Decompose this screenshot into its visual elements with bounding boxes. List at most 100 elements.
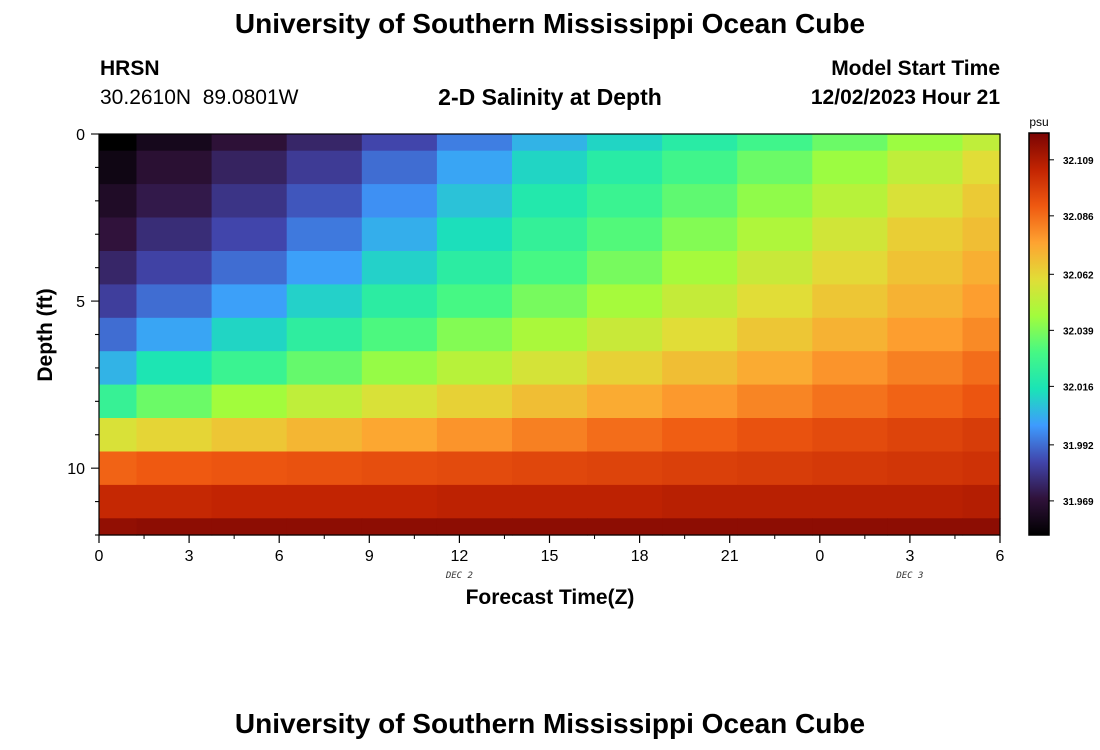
- heatmap-cell: [962, 351, 1001, 386]
- heatmap-cell: [812, 150, 888, 185]
- heatmap-cell: [211, 317, 288, 352]
- heatmap-cell: [812, 518, 888, 536]
- colorbar-gradient: [1028, 132, 1050, 536]
- heatmap-cell: [887, 134, 964, 152]
- heatmap-cell: [99, 317, 138, 352]
- y-axis: 0 5 10: [67, 127, 99, 536]
- heatmap-cell: [587, 150, 663, 185]
- heatmap-cell: [361, 217, 438, 252]
- page-title-repeat: University of Southern Mississippi Ocean…: [234, 708, 866, 739]
- heatmap-cell: [286, 251, 363, 285]
- model-start-time: 12/02/2023 Hour 21: [810, 86, 1000, 109]
- colorbar-tick-label: 32.062: [1063, 270, 1094, 281]
- heatmap-cell: [436, 418, 513, 452]
- heatmap-cell: [662, 184, 738, 219]
- heatmap-cell: [99, 251, 138, 285]
- heatmap-cell: [286, 284, 363, 319]
- heatmap-cell: [962, 284, 1001, 319]
- heatmap-cell: [286, 451, 363, 486]
- heatmap-cell: [361, 418, 438, 452]
- heatmap-cell: [361, 451, 438, 486]
- heatmap-cell: [662, 317, 738, 352]
- heatmap-cell: [512, 284, 588, 319]
- colorbar: psu 31.969 31.992 32.016 32.039 32.062 32.086…: [1028, 115, 1094, 536]
- heatmap-cell: [99, 518, 138, 536]
- heatmap-cell: [99, 484, 138, 519]
- heatmap-cell: [99, 150, 138, 185]
- colorbar-unit: psu: [1029, 115, 1048, 129]
- heatmap-cell: [136, 184, 213, 219]
- heatmap-cell: [436, 284, 513, 319]
- heatmap-cell: [887, 150, 964, 185]
- heatmap-cell: [512, 184, 588, 219]
- y-axis-label: Depth (ft): [34, 288, 57, 381]
- heatmap-cell: [587, 184, 663, 219]
- heatmap-cell: [211, 251, 288, 285]
- heatmap-cell: [887, 351, 964, 386]
- heatmap-cell: [361, 251, 438, 285]
- heatmap-cell: [662, 217, 738, 252]
- heatmap-cell: [512, 251, 588, 285]
- station-coords: 30.2610N 89.0801W: [100, 86, 299, 109]
- y-tick-label: 10: [67, 461, 85, 478]
- heatmap-cell: [512, 484, 588, 519]
- heatmap-cell: [136, 251, 213, 285]
- heatmap-cell: [286, 351, 363, 386]
- heatmap-cell: [587, 217, 663, 252]
- heatmap-cell: [136, 418, 213, 452]
- heatmap-cell: [662, 384, 738, 419]
- heatmap-cell: [436, 134, 513, 152]
- x-tick-label: 0: [815, 548, 824, 565]
- heatmap-cell: [286, 134, 363, 152]
- heatmap-cell: [587, 134, 663, 152]
- y-tick-label: 5: [76, 294, 85, 311]
- x-tick-label: 6: [275, 548, 284, 565]
- heatmap-cell: [136, 217, 213, 252]
- colorbar-tick-label: 32.016: [1063, 382, 1094, 393]
- heatmap-cell: [211, 284, 288, 319]
- heatmap-cell: [361, 134, 438, 152]
- heatmap-cell: [211, 484, 288, 519]
- x-axis-label: Forecast Time(Z): [466, 586, 635, 609]
- heatmap-cell: [436, 384, 513, 419]
- heatmap-cell: [587, 518, 663, 536]
- heatmap-cell: [737, 284, 813, 319]
- colorbar-tick-label: 31.969: [1063, 497, 1094, 508]
- heatmap-cell: [962, 184, 1001, 219]
- colorbar-tick-label: 32.039: [1063, 326, 1094, 337]
- heatmap-cell: [812, 418, 888, 452]
- heatmap-cell: [99, 384, 138, 419]
- heatmap-cell: [587, 384, 663, 419]
- heatmap-cell: [211, 134, 288, 152]
- heatmap-cell: [136, 150, 213, 185]
- x-axis: 0 3 6 9 12 15 18 21 0 3 6 DEC 2 DEC 3: [95, 535, 1005, 581]
- heatmap-cell: [436, 150, 513, 185]
- heatmap-cell: [662, 251, 738, 285]
- heatmap-cell: [887, 284, 964, 319]
- heatmap-cell: [211, 184, 288, 219]
- heatmap-cell: [587, 251, 663, 285]
- heatmap-cell: [512, 351, 588, 386]
- heatmap-cell: [436, 351, 513, 386]
- heatmap-cell: [662, 451, 738, 486]
- heatmap-cell: [812, 484, 888, 519]
- station-name: HRSN: [100, 57, 160, 80]
- heatmap-cell: [512, 384, 588, 419]
- heatmap-cell: [286, 518, 363, 536]
- heatmap-cell: [887, 317, 964, 352]
- heatmap-cell: [737, 351, 813, 386]
- colorbar-tick-label: 32.086: [1063, 212, 1094, 223]
- x-tick-label: 0: [95, 548, 104, 565]
- heatmap-cell: [512, 451, 588, 486]
- heatmap-cell: [361, 484, 438, 519]
- heatmap-cell: [737, 418, 813, 452]
- x-tick-label: 3: [905, 548, 914, 565]
- heatmap-cell: [286, 150, 363, 185]
- heatmap-cell: [887, 484, 964, 519]
- heatmap-cell: [737, 184, 813, 219]
- heatmap-cell: [436, 217, 513, 252]
- heatmap-cell: [887, 418, 964, 452]
- heatmap-cell: [436, 518, 513, 536]
- x-tick-label: 9: [365, 548, 374, 565]
- heatmap-cell: [962, 317, 1001, 352]
